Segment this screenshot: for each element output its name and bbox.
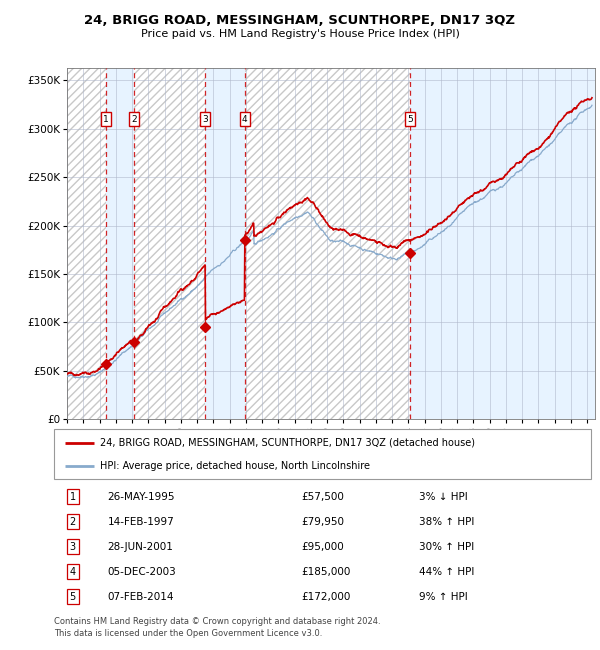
- Text: Contains HM Land Registry data © Crown copyright and database right 2024.
This d: Contains HM Land Registry data © Crown c…: [54, 618, 380, 638]
- Text: 44% ↑ HPI: 44% ↑ HPI: [419, 567, 475, 577]
- Text: 3% ↓ HPI: 3% ↓ HPI: [419, 492, 468, 502]
- Text: 26-MAY-1995: 26-MAY-1995: [108, 492, 175, 502]
- Bar: [134, 68, 205, 419]
- Text: 9% ↑ HPI: 9% ↑ HPI: [419, 592, 468, 601]
- Text: 38% ↑ HPI: 38% ↑ HPI: [419, 517, 475, 526]
- Bar: [205, 68, 245, 419]
- Bar: [106, 68, 134, 419]
- Bar: [67, 68, 106, 419]
- Bar: [410, 68, 595, 419]
- Text: £185,000: £185,000: [301, 567, 350, 577]
- Text: 14-FEB-1997: 14-FEB-1997: [108, 517, 175, 526]
- Text: 28-JUN-2001: 28-JUN-2001: [108, 541, 173, 552]
- Text: 5: 5: [70, 592, 76, 601]
- Text: 24, BRIGG ROAD, MESSINGHAM, SCUNTHORPE, DN17 3QZ: 24, BRIGG ROAD, MESSINGHAM, SCUNTHORPE, …: [85, 14, 515, 27]
- Text: HPI: Average price, detached house, North Lincolnshire: HPI: Average price, detached house, Nort…: [100, 461, 370, 471]
- Bar: [134, 68, 205, 419]
- Text: 1: 1: [70, 492, 76, 502]
- Text: £172,000: £172,000: [301, 592, 350, 601]
- Text: 1: 1: [103, 114, 109, 124]
- Text: £57,500: £57,500: [301, 492, 344, 502]
- Text: 07-FEB-2014: 07-FEB-2014: [108, 592, 174, 601]
- Text: 5: 5: [407, 114, 413, 124]
- Text: 30% ↑ HPI: 30% ↑ HPI: [419, 541, 475, 552]
- Text: 2: 2: [70, 517, 76, 526]
- FancyBboxPatch shape: [54, 429, 591, 479]
- Bar: [245, 68, 410, 419]
- Text: 3: 3: [202, 114, 208, 124]
- Text: 4: 4: [70, 567, 76, 577]
- Bar: [245, 68, 410, 419]
- Text: 24, BRIGG ROAD, MESSINGHAM, SCUNTHORPE, DN17 3QZ (detached house): 24, BRIGG ROAD, MESSINGHAM, SCUNTHORPE, …: [100, 437, 475, 447]
- Text: £95,000: £95,000: [301, 541, 344, 552]
- Text: 4: 4: [242, 114, 247, 124]
- Bar: [67, 68, 106, 419]
- Text: £79,950: £79,950: [301, 517, 344, 526]
- Text: 2: 2: [131, 114, 137, 124]
- Text: Price paid vs. HM Land Registry's House Price Index (HPI): Price paid vs. HM Land Registry's House …: [140, 29, 460, 39]
- Text: 05-DEC-2003: 05-DEC-2003: [108, 567, 176, 577]
- Text: 3: 3: [70, 541, 76, 552]
